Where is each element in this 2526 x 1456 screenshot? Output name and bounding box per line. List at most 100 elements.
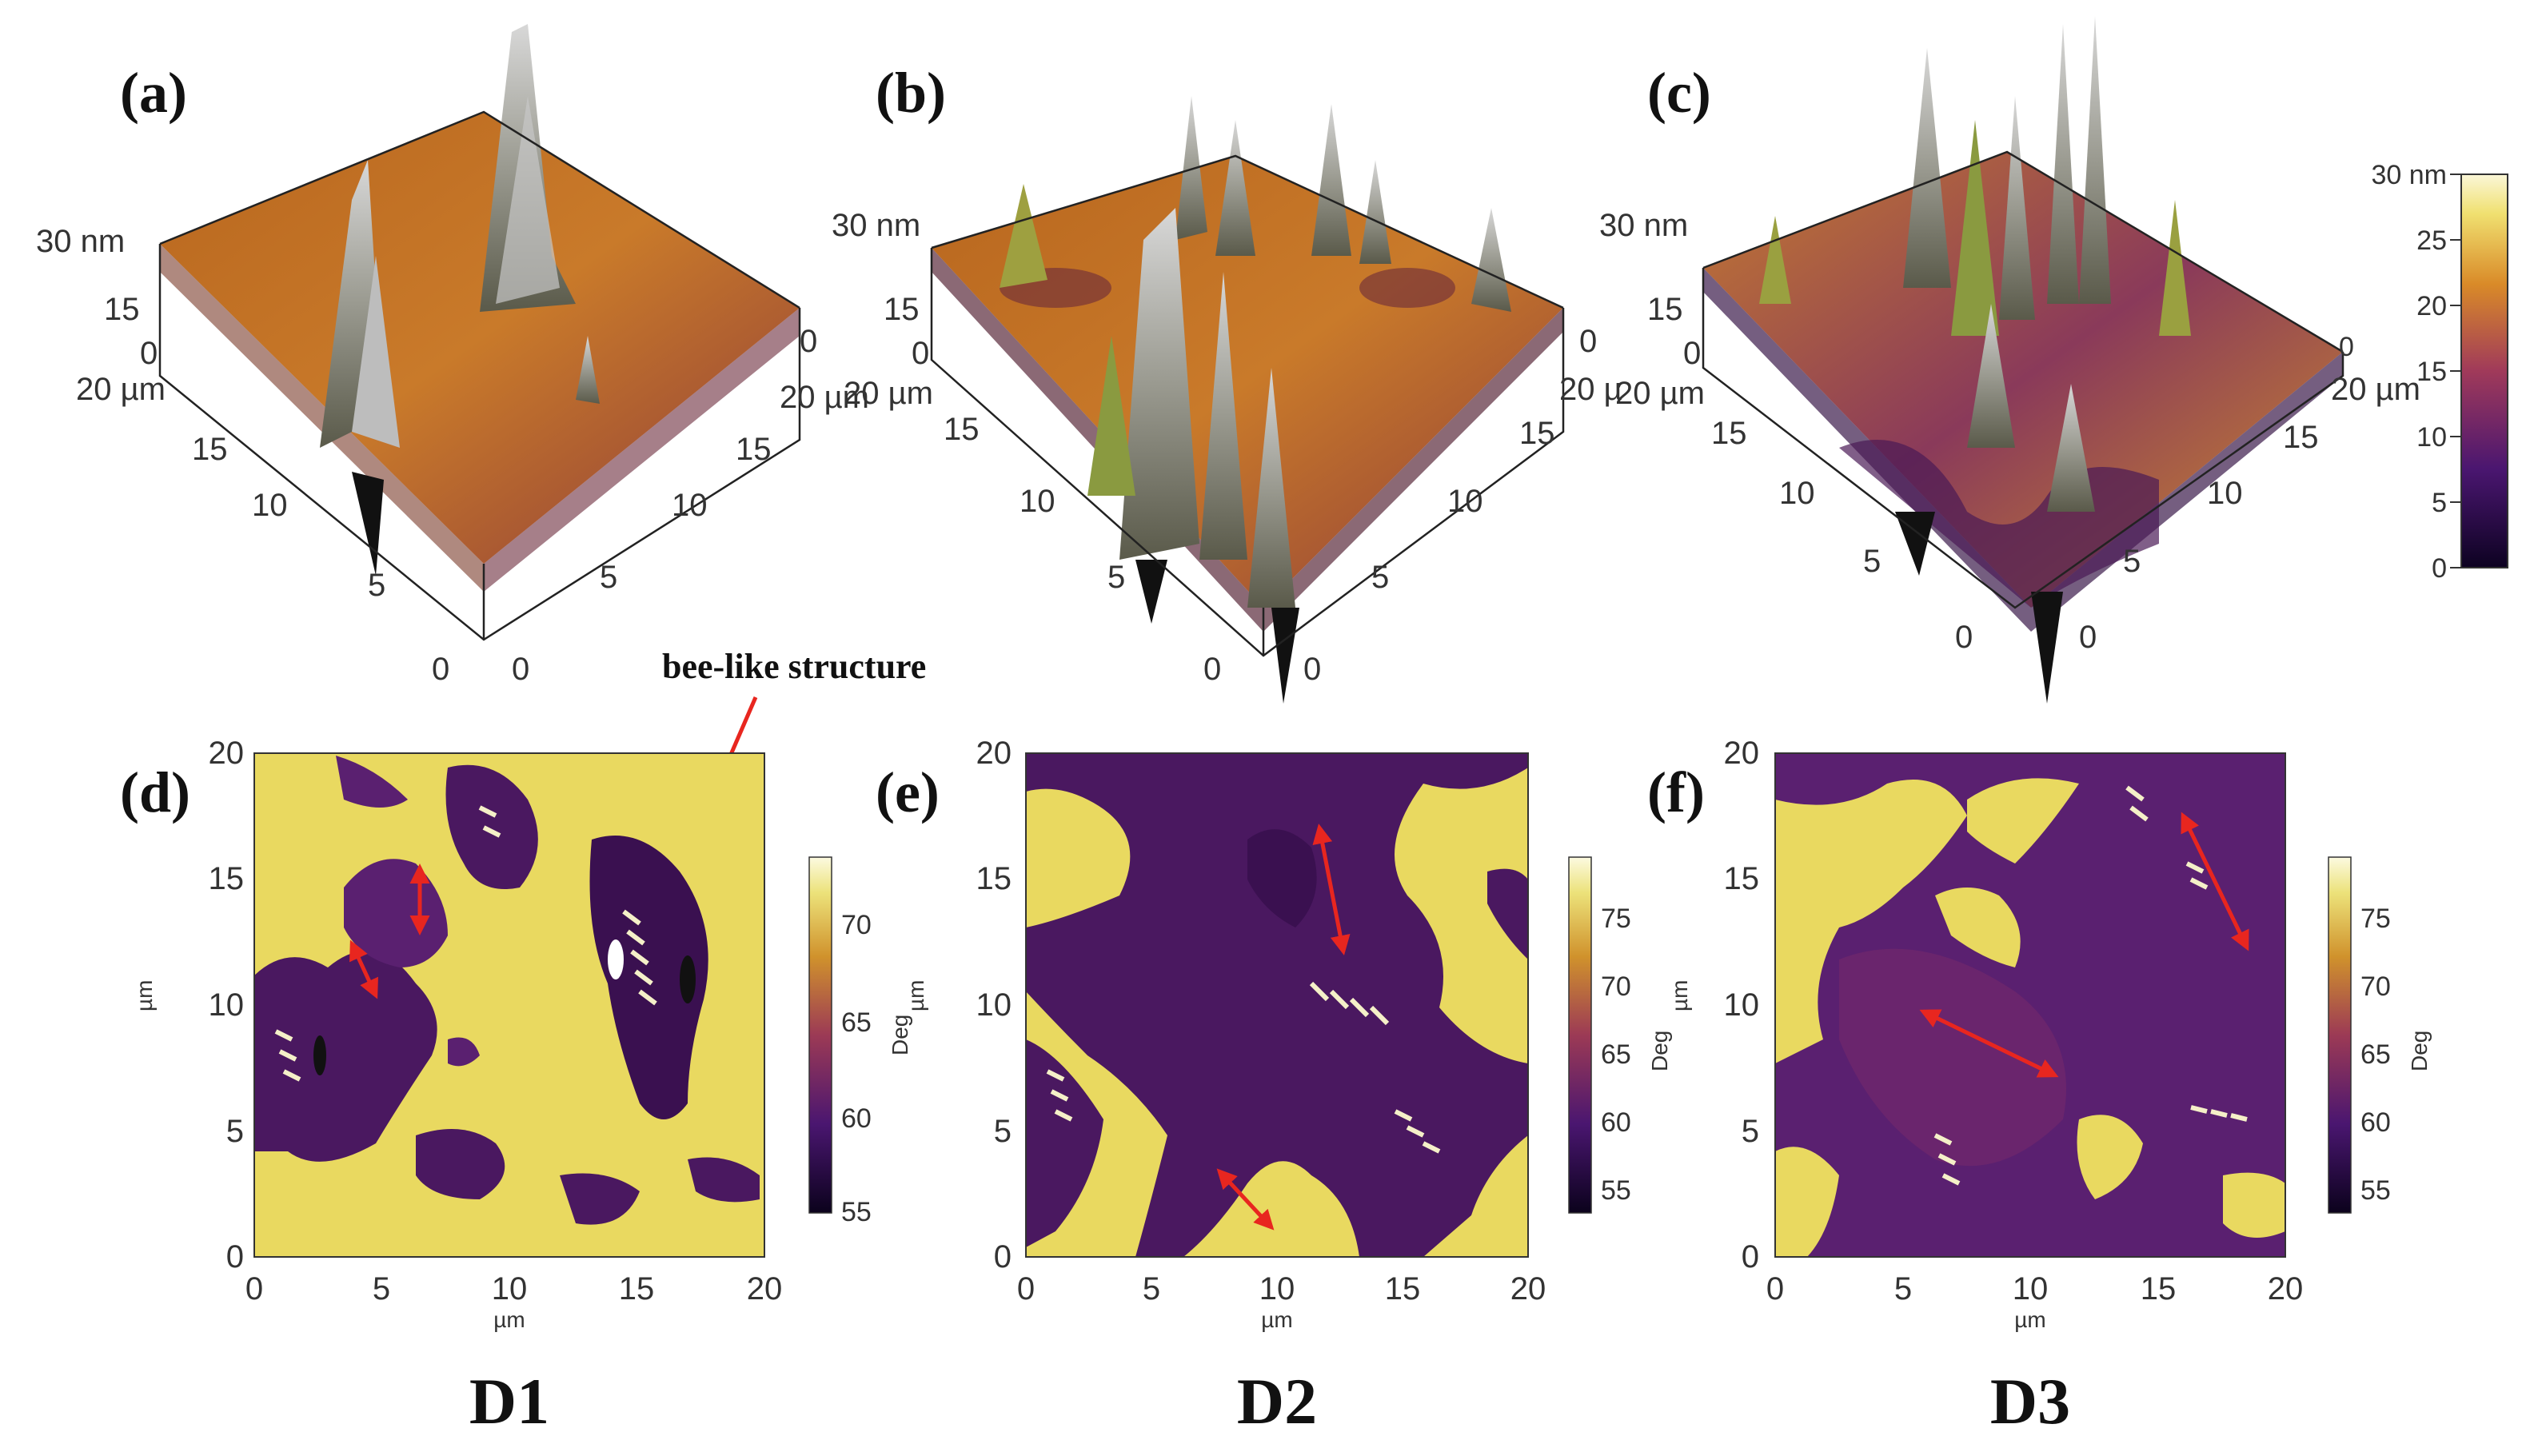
x-axis-tick: 15 xyxy=(736,432,772,467)
x-axis-tick: 5 xyxy=(1371,560,1389,595)
y-tick: 0 xyxy=(226,1239,244,1274)
topo-panel-a: (a) 30 nm 15 0 20 µm 15 10 5 0 0 5 10 15… xyxy=(36,24,869,687)
y-axis-tick: 0 xyxy=(1955,620,1973,655)
colorbar-tick: 70 xyxy=(1601,971,1631,1002)
sample-label: D2 xyxy=(1237,1365,1317,1438)
y-tick: 10 xyxy=(1724,987,1760,1023)
height-colorbar: 30 nm 25 20 15 10 5 0 xyxy=(2372,160,2508,584)
y-axis-tick: 20 µm xyxy=(844,376,933,411)
colorbar-label: Deg xyxy=(888,1015,912,1055)
topo-panel-b: (b) 30 nm 15 0 20 µm 15 10 xyxy=(832,61,1622,704)
z-axis-right: 0 xyxy=(1579,324,1597,359)
x-tick: 5 xyxy=(1143,1271,1160,1306)
x-axis-tick: 5 xyxy=(2123,544,2141,579)
colorbar-tick: 55 xyxy=(2360,1175,2391,1206)
x-tick: 15 xyxy=(1385,1271,1421,1306)
panel-label: (f) xyxy=(1647,760,1705,824)
y-tick: 10 xyxy=(976,987,1012,1023)
colorbar-tick: 65 xyxy=(1601,1039,1631,1070)
panel-label: (d) xyxy=(120,760,190,824)
y-tick: 20 xyxy=(209,736,245,771)
x-tick: 10 xyxy=(492,1271,528,1306)
y-axis-tick: 15 xyxy=(944,412,980,447)
z-axis-zero: 0 xyxy=(1683,336,1701,371)
y-axis-tick: 0 xyxy=(432,652,449,687)
height-surface xyxy=(160,112,800,564)
x-axis-tick: 15 xyxy=(1519,416,1555,451)
y-tick: 15 xyxy=(976,861,1012,896)
phase-panel-d: (d) 0 5 1 xyxy=(120,736,912,1438)
z-axis-top: 30 nm xyxy=(1599,208,1688,243)
z-axis-mid: 15 xyxy=(884,292,920,327)
colorbar-tick: 60 xyxy=(2360,1107,2391,1138)
z-axis-top: 30 nm xyxy=(36,224,125,259)
colorbar-label: Deg xyxy=(2407,1031,2432,1071)
x-axis-tick: 20 µm xyxy=(2331,372,2420,407)
x-tick: 0 xyxy=(245,1271,263,1306)
x-axis-unit: µm xyxy=(1261,1307,1292,1332)
phase-image xyxy=(1026,753,1528,1257)
colorbar-tick: 55 xyxy=(1601,1175,1631,1206)
y-tick: 15 xyxy=(209,861,245,896)
x-tick: 15 xyxy=(619,1271,655,1306)
y-axis-tick: 5 xyxy=(368,568,385,603)
colorbar-tick: 20 xyxy=(2416,291,2447,321)
height-spikes xyxy=(1000,96,1511,704)
x-tick: 10 xyxy=(2013,1271,2049,1306)
topo-panel-c: (c) 30 nm 15 0 20 µm 15 10 5 0 0 xyxy=(1599,16,2420,704)
x-axis-tick: 5 xyxy=(600,560,617,595)
x-axis-tick: 15 xyxy=(2283,420,2319,455)
height-spikes xyxy=(1759,16,2191,704)
y-tick: 5 xyxy=(994,1114,1012,1149)
panel-label: (e) xyxy=(876,760,940,824)
y-axis-tick: 15 xyxy=(1711,416,1747,451)
x-axis-tick: 0 xyxy=(1303,652,1321,687)
y-tick: 20 xyxy=(976,736,1012,771)
bounding-box xyxy=(930,154,1565,657)
colorbar-tick: 70 xyxy=(2360,971,2391,1002)
x-axis-tick: 10 xyxy=(1447,484,1483,519)
y-axis-tick: 20 µm xyxy=(1615,376,1705,411)
height-surface xyxy=(1703,152,2343,608)
y-axis-tick: 15 xyxy=(192,432,228,467)
y-axis-tick: 10 xyxy=(1779,476,1815,511)
panel-label: (a) xyxy=(120,61,187,125)
colorbar-tick: 70 xyxy=(841,910,872,940)
x-axis-tick: 20 µ xyxy=(1559,372,1622,407)
y-tick: 5 xyxy=(1742,1114,1759,1149)
z-axis-zero: 0 xyxy=(140,336,158,371)
colorbar-tick: 60 xyxy=(841,1103,872,1134)
y-axis-tick: 20 µm xyxy=(76,372,166,407)
colorbar-tick: 65 xyxy=(2360,1039,2391,1070)
colorbar-label: Deg xyxy=(1647,1031,1672,1071)
phase-image xyxy=(254,753,764,1257)
colorbar-tick: 65 xyxy=(841,1007,872,1038)
y-axis-tick: 10 xyxy=(1020,484,1055,519)
x-tick: 5 xyxy=(1894,1271,1912,1306)
colorbar-tick: 60 xyxy=(1601,1107,1631,1138)
colorbar-tick: 0 xyxy=(2432,553,2447,584)
x-axis-unit: µm xyxy=(493,1307,525,1332)
z-axis-right: 0 xyxy=(2339,332,2354,362)
y-tick: 15 xyxy=(1724,861,1760,896)
x-axis-tick: 10 xyxy=(2207,476,2243,511)
bee-like-annotation: bee-like structure xyxy=(662,647,926,686)
x-tick: 20 xyxy=(2268,1271,2304,1306)
x-axis-tick: 20 µm xyxy=(780,380,869,415)
x-axis-tick: 0 xyxy=(2079,620,2097,655)
z-axis-zero: 0 xyxy=(912,336,929,371)
sample-label: D1 xyxy=(469,1365,549,1438)
surface-side xyxy=(160,244,484,592)
y-axis-tick: 10 xyxy=(252,488,288,523)
colorbar-tick: 15 xyxy=(2416,357,2447,387)
y-axis-unit: µm xyxy=(904,980,928,1011)
colorbar-tick: 75 xyxy=(2360,904,2391,934)
phase-colorbar: 75 70 65 60 55 Deg xyxy=(1568,856,1672,1214)
colorbar-tick: 55 xyxy=(841,1197,872,1227)
y-axis-unit: µm xyxy=(1667,980,1692,1011)
colorbar-tick: 30 nm xyxy=(2372,160,2448,190)
x-tick: 20 xyxy=(1510,1271,1546,1306)
x-tick: 5 xyxy=(373,1271,390,1306)
phase-image xyxy=(1775,753,2285,1257)
